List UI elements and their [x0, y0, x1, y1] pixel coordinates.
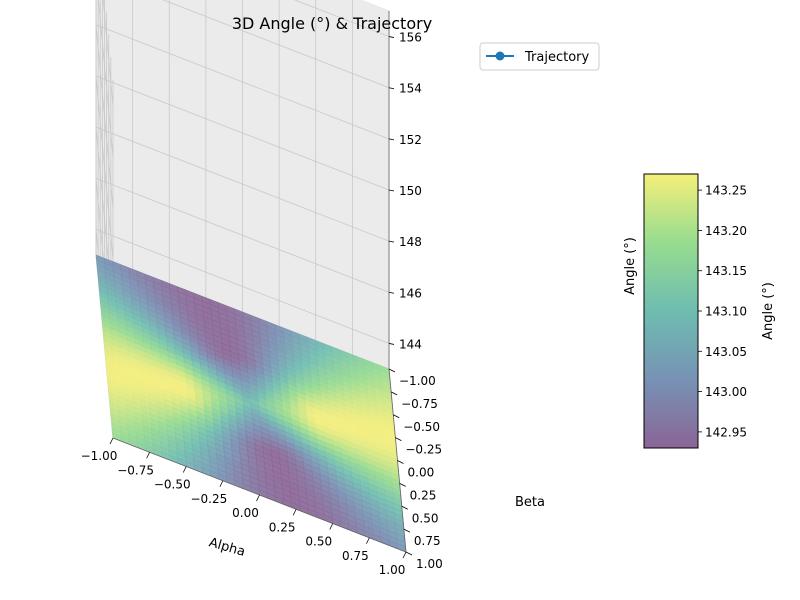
y-tick-mark — [403, 528, 411, 533]
grid-line — [98, 0, 390, 157]
y-tick-label: −0.75 — [401, 397, 438, 411]
y-tick-mark — [397, 460, 404, 464]
x-tick-mark — [292, 509, 297, 516]
y-tick-mark — [399, 483, 406, 487]
grid-line — [95, 75, 390, 260]
z-tick-mark — [388, 343, 395, 345]
x-tick-label: 0.00 — [232, 506, 259, 520]
z-tick-mark — [388, 189, 395, 192]
colorbar-tick-label: 142.95 — [705, 425, 747, 439]
x-tick-label: 1.00 — [379, 563, 406, 577]
x-axis-label: Alpha — [207, 535, 247, 560]
z-tick-label: 148 — [399, 235, 422, 249]
y-tick-mark — [393, 414, 400, 419]
y-tick-label: 0.25 — [410, 488, 437, 502]
z-tick-label: 150 — [399, 184, 422, 198]
legend-marker — [495, 51, 505, 61]
y-tick-label: 0.00 — [408, 466, 435, 480]
grid-line — [102, 0, 390, 106]
colorbar-tick-label: 143.05 — [705, 345, 747, 359]
x-tick-mark — [182, 466, 187, 473]
legend-box — [479, 42, 600, 71]
y-tick-label: 1.00 — [416, 557, 443, 571]
z-tick-mark — [388, 138, 395, 141]
legend-label: Trajectory — [524, 50, 589, 65]
x-tick-label: 0.25 — [269, 520, 296, 534]
grid-line — [95, 126, 390, 311]
x-tick-mark — [109, 437, 114, 445]
z-tick-mark — [388, 240, 395, 243]
x-tick-label: −1.00 — [81, 449, 118, 463]
z-tick-label: 152 — [399, 133, 422, 147]
z-tick-label: 154 — [399, 82, 422, 96]
y-tick-mark — [388, 368, 396, 373]
colorbar-label: Angle (°) — [761, 282, 776, 340]
colorbar-gradient — [643, 173, 699, 449]
colorbar-tick-label: 143.10 — [705, 305, 747, 319]
y-axis-label: Beta — [515, 495, 545, 510]
colorbar-tick-label: 143.00 — [705, 385, 747, 399]
colorbar-ticks: 142.95 143.00 143.05 143.10 143.15 143.20 143.… — [698, 184, 747, 439]
tick-labels: −1.00−0.75−0.50−0.250.000.250.500.751.00… — [81, 31, 443, 577]
z-tick-label: 156 — [399, 31, 422, 45]
y-tick-label: −1.00 — [399, 374, 436, 388]
x-tick-mark — [146, 452, 150, 459]
colorbar-tick-label: 143.20 — [705, 224, 747, 238]
y-tick-label: 0.50 — [412, 511, 439, 525]
x-tick-label: 0.75 — [342, 549, 369, 563]
y-tick-mark — [405, 551, 413, 556]
x-tick-label: −0.50 — [154, 478, 191, 492]
x-tick-mark — [366, 537, 370, 544]
z-axis-label: Angle (°) — [623, 237, 638, 295]
x-tick-mark — [256, 494, 260, 502]
grid-line — [95, 24, 390, 208]
x-tick-label: −0.75 — [117, 463, 154, 477]
colorbar: 142.95 143.00 143.05 143.10 143.15 143.20 143.… — [643, 173, 776, 449]
x-tick-mark — [329, 523, 334, 530]
x-tick-label: 0.50 — [305, 535, 332, 549]
z-tick-mark — [388, 87, 395, 90]
chart-title: 3D Angle (°) & Trajectory — [232, 14, 432, 33]
x-tick-mark — [219, 480, 224, 487]
y-tick-label: −0.25 — [405, 443, 442, 457]
x-tick-label: −0.25 — [190, 492, 227, 506]
legend: Trajectory — [479, 42, 600, 71]
x-tick-mark — [402, 551, 407, 559]
z-tick-label: 146 — [399, 286, 422, 300]
y-tick-label: 0.75 — [414, 534, 441, 548]
surface-plot — [95, 254, 407, 553]
y-tick-mark — [401, 505, 408, 510]
colorbar-tick-label: 143.15 — [705, 264, 747, 278]
y-tick-mark — [390, 391, 398, 396]
z-tick-label: 144 — [399, 337, 422, 351]
z-tick-mark — [388, 36, 395, 38]
z-tick-mark — [388, 291, 395, 294]
y-tick-mark — [395, 437, 402, 441]
y-tick-label: −0.50 — [403, 420, 440, 434]
colorbar-tick-label: 143.25 — [705, 184, 747, 198]
